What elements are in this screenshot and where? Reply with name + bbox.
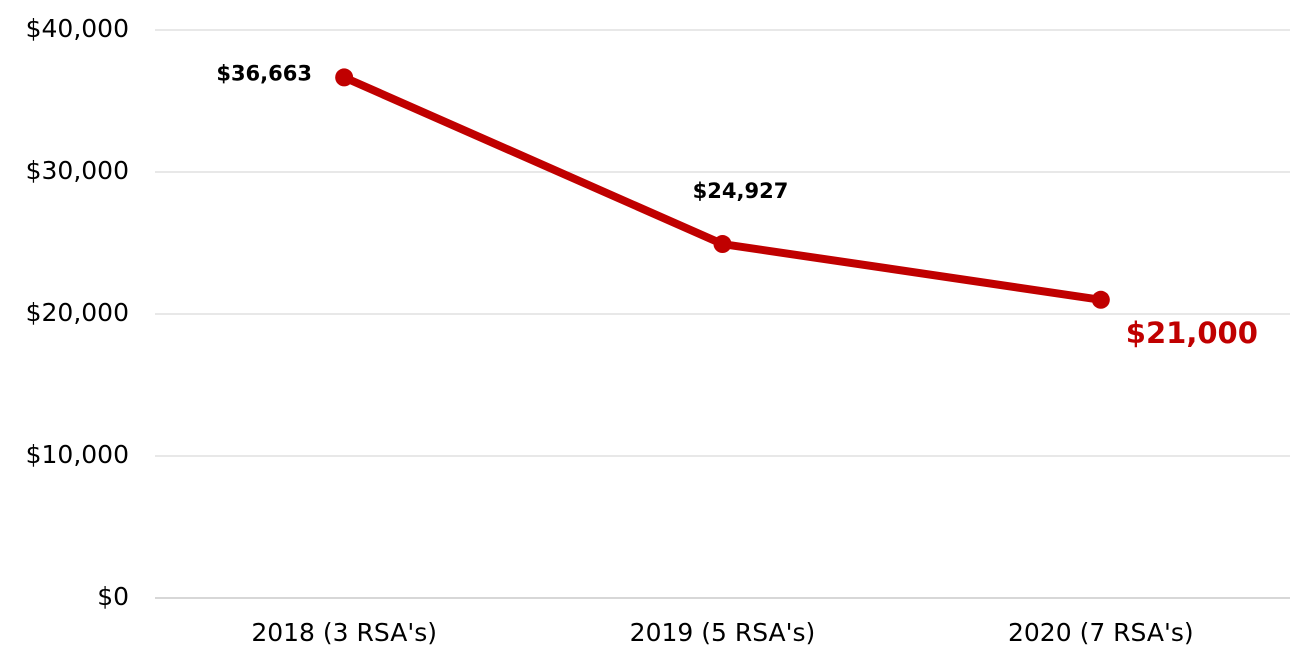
- y-tick-label: $30,000: [26, 156, 129, 185]
- x-tick-label: 2020 (7 RSA's): [1008, 618, 1194, 647]
- point: [713, 235, 732, 254]
- value-label: $24,927: [693, 179, 789, 203]
- x-tick-label: 2019 (5 RSA's): [630, 618, 816, 647]
- y-tick-label: $10,000: [26, 440, 129, 469]
- x-tick-label: 2018 (3 RSA's): [251, 618, 437, 647]
- value-label: $21,000: [1126, 316, 1258, 350]
- point: [335, 68, 354, 87]
- y-tick-label: $40,000: [26, 14, 129, 43]
- point: [1091, 290, 1110, 309]
- value-label: $36,663: [216, 61, 312, 85]
- y-tick-label: $0: [97, 582, 129, 611]
- y-tick-label: $20,000: [26, 298, 129, 327]
